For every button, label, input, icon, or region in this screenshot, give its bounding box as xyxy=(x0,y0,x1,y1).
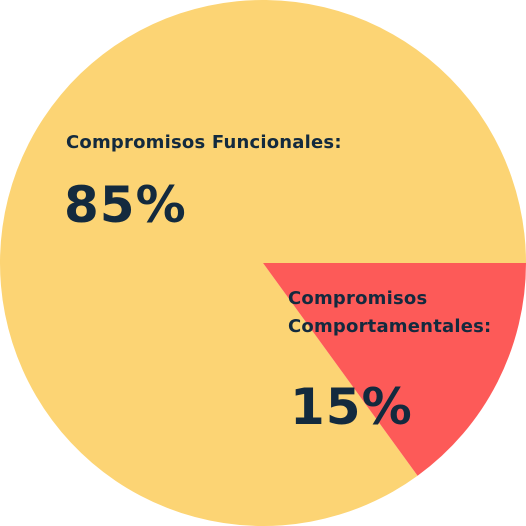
slice-label-comportamentales-line-1: Compromisos xyxy=(288,288,427,309)
slice-label-funcionales: Compromisos Funcionales: xyxy=(66,132,342,153)
slice-value-funcionales: 85% xyxy=(64,176,187,234)
pie-slice-comportamentales xyxy=(263,263,526,476)
slice-label-comportamentales-line-2: Comportamentales: xyxy=(288,316,491,337)
slice-value-comportamentales: 15% xyxy=(290,378,413,436)
labels-layer: Compromisos Funcionales: 85% Compromisos… xyxy=(64,132,491,436)
